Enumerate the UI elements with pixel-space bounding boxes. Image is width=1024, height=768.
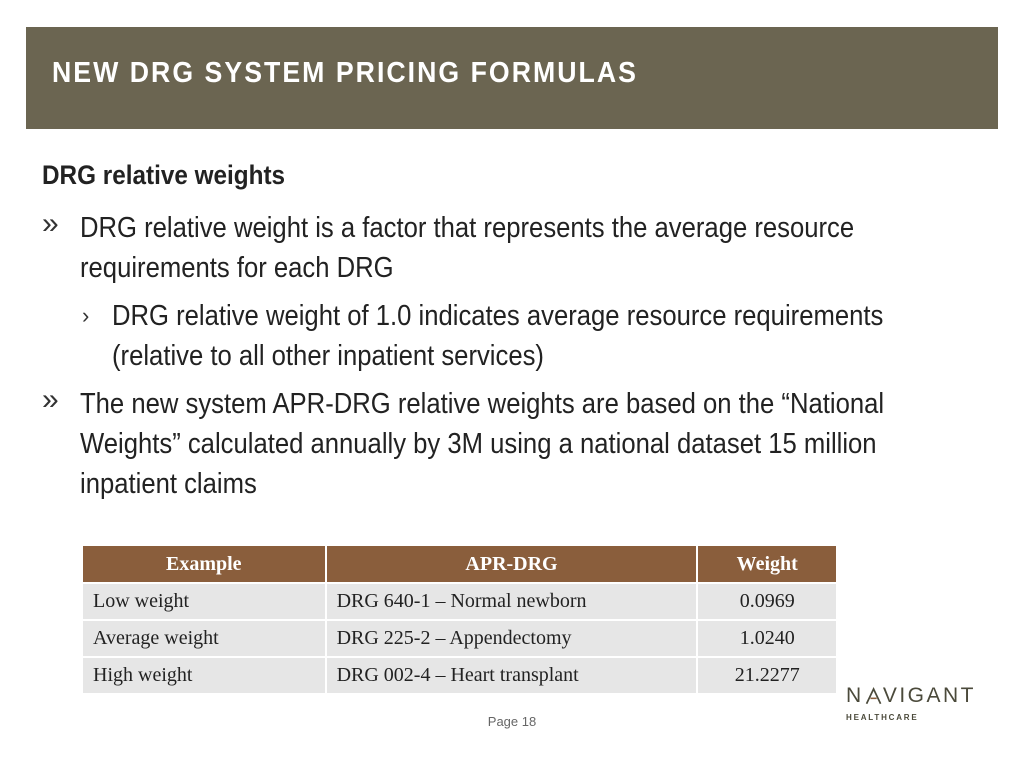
section-heading: DRG relative weights (42, 160, 286, 190)
page-title: NEW DRG SYSTEM PRICING FORMULAS (52, 57, 638, 89)
table-row: Low weight DRG 640-1 – Normal newborn 0.… (83, 583, 836, 621)
logo-text-left: N (846, 684, 864, 707)
logo-wordmark: N VIGANT (846, 684, 976, 708)
title-bar: NEW DRG SYSTEM PRICING FORMULAS (26, 27, 998, 129)
logo-text-right: VIGANT (882, 684, 976, 707)
header-apr-drg: APR-DRG (325, 546, 699, 584)
bullet-marker: » (42, 383, 59, 416)
weight-cell: 1.0240 (697, 620, 836, 658)
header-example: Example (83, 546, 327, 584)
apr-drg-cell: DRG 225-2 – Appendectomy (325, 620, 699, 658)
table-header-row: Example APR-DRG Weight (83, 546, 836, 584)
bullet-marker: » (42, 207, 59, 240)
logo-a-chevron-icon (865, 686, 882, 705)
logo-subtitle: HEALTHCARE (846, 713, 919, 722)
table-row: High weight DRG 002-4 – Heart transplant… (83, 657, 836, 695)
example-cell: Average weight (83, 620, 327, 658)
apr-drg-cell: DRG 640-1 – Normal newborn (325, 583, 699, 621)
navigant-logo: N VIGANT HEALTHCARE (846, 684, 976, 722)
sub-bullet-marker: › (82, 303, 90, 328)
drg-weights-table: Example APR-DRG Weight Low weight DRG 64… (83, 546, 836, 695)
example-cell: High weight (83, 657, 327, 695)
header-weight: Weight (697, 546, 836, 584)
weight-cell: 21.2277 (697, 657, 836, 695)
apr-drg-cell: DRG 002-4 – Heart transplant (325, 657, 699, 695)
weight-cell: 0.0969 (697, 583, 836, 621)
page-number: Page 18 (487, 714, 537, 729)
bullet-1: » DRG relative weight is a factor that r… (42, 207, 992, 288)
table-row: Average weight DRG 225-2 – Appendectomy … (83, 620, 836, 658)
slide-content: DRG relative weights » DRG relative weig… (42, 160, 992, 504)
sub-bullet-1-text: DRG relative weight of 1.0 indicates ave… (112, 300, 884, 372)
bullet-2-text: The new system APR-DRG relative weights … (80, 388, 885, 500)
bullet-2: » The new system APR-DRG relative weight… (42, 383, 992, 504)
sub-bullet-1: › DRG relative weight of 1.0 indicates a… (82, 296, 992, 376)
bullet-1-text: DRG relative weight is a factor that rep… (80, 212, 855, 284)
example-cell: Low weight (83, 583, 327, 621)
